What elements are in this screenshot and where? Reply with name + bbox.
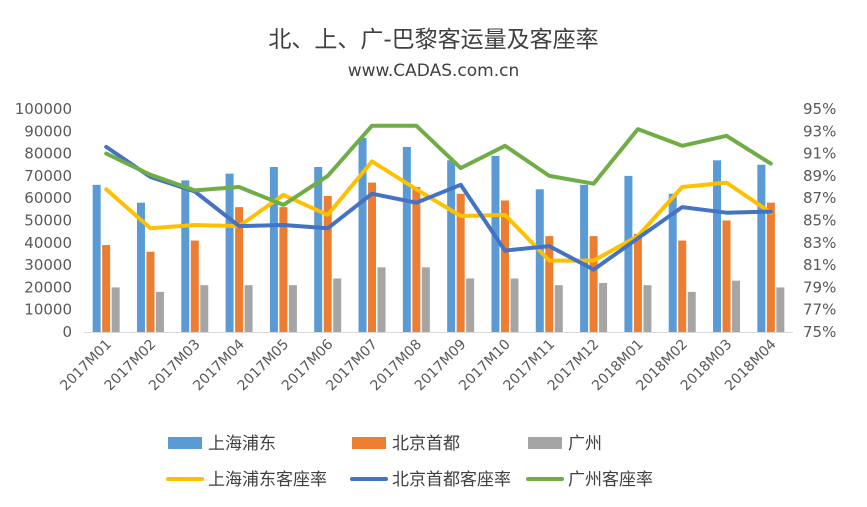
bar <box>190 240 199 332</box>
bar <box>589 236 598 332</box>
left-axis-tick-label: 20000 <box>24 278 72 296</box>
right-axis-tick-label: 77% <box>803 301 836 319</box>
bar <box>535 189 544 332</box>
bar <box>500 200 509 332</box>
right-axis-tick-label: 83% <box>803 234 836 252</box>
bar <box>92 184 101 332</box>
bar <box>766 202 775 332</box>
bar <box>554 285 563 332</box>
bar <box>136 202 145 332</box>
legend-label: 北京首都 <box>392 434 460 454</box>
bar <box>757 164 766 332</box>
right-axis-tick-label: 89% <box>803 167 836 185</box>
bar <box>111 287 120 332</box>
left-axis-tick-label: 90000 <box>24 122 72 140</box>
left-axis-tick-label: 70000 <box>24 167 72 185</box>
legend-label: 北京首都客座率 <box>392 470 511 490</box>
bar <box>225 173 234 332</box>
bar <box>314 166 323 332</box>
bar <box>323 195 332 332</box>
left-axis-tick-label: 60000 <box>24 189 72 207</box>
bar <box>155 291 164 332</box>
legend-label: 上海浦东 <box>208 434 276 454</box>
left-axis-tick-label: 0 <box>62 323 72 341</box>
bar <box>102 245 111 332</box>
bar <box>402 146 411 332</box>
bar <box>358 137 367 332</box>
right-axis-tick-label: 87% <box>803 189 836 207</box>
series-line <box>104 159 773 263</box>
bar <box>510 278 519 332</box>
bar <box>279 207 288 332</box>
bar <box>722 220 731 332</box>
left-axis-tick-label: 80000 <box>24 145 72 163</box>
bar <box>599 282 608 332</box>
bar <box>643 285 652 332</box>
bar <box>633 233 642 332</box>
bar <box>377 267 386 332</box>
right-axis-tick-label: 93% <box>803 122 836 140</box>
left-axis-tick-label: 10000 <box>24 301 72 319</box>
chart-title: 北、上、广-巴黎客运量及客座率 <box>268 27 599 53</box>
lines-layer <box>104 123 773 272</box>
bar <box>491 155 500 332</box>
right-axis-tick-label: 75% <box>803 323 836 341</box>
bar <box>456 193 465 332</box>
bar <box>269 166 278 332</box>
bar <box>713 160 722 332</box>
legend-swatch <box>528 437 562 449</box>
bar <box>200 285 209 332</box>
bar <box>776 287 785 332</box>
left-axis-tick-label: 100000 <box>15 100 72 118</box>
bar <box>235 207 244 332</box>
bar <box>412 187 421 332</box>
bar <box>447 160 456 332</box>
left-axis-tick-label: 30000 <box>24 256 72 274</box>
bar <box>421 267 430 332</box>
right-axis-tick-label: 91% <box>803 145 836 163</box>
legend-swatch <box>168 437 202 449</box>
right-axis-tick-label: 85% <box>803 212 836 230</box>
legend-label: 广州客座率 <box>568 470 653 490</box>
legend-swatch <box>352 437 386 449</box>
bar <box>333 278 342 332</box>
bar <box>732 280 741 332</box>
bar <box>244 285 253 332</box>
bar <box>545 236 554 332</box>
bar <box>181 180 190 332</box>
right-axis-tick-label: 81% <box>803 256 836 274</box>
bar <box>466 278 475 332</box>
bar <box>146 251 155 332</box>
legend-label: 广州 <box>568 434 602 454</box>
chart-subtitle: www.CADAS.com.cn <box>347 61 520 81</box>
legend-label: 上海浦东客座率 <box>208 470 327 490</box>
left-axis-tick-label: 40000 <box>24 234 72 252</box>
bar <box>668 193 677 332</box>
right-axis-tick-label: 95% <box>803 100 836 118</box>
series-line <box>104 144 773 272</box>
bar <box>580 184 589 332</box>
bar <box>687 291 696 332</box>
bar <box>678 240 687 332</box>
left-axis-tick-label: 50000 <box>24 212 72 230</box>
bars-layer <box>92 137 785 332</box>
series-line <box>104 123 773 207</box>
bar <box>368 182 377 332</box>
bar <box>624 175 633 332</box>
bar <box>288 285 297 332</box>
right-axis-tick-label: 79% <box>803 278 836 296</box>
